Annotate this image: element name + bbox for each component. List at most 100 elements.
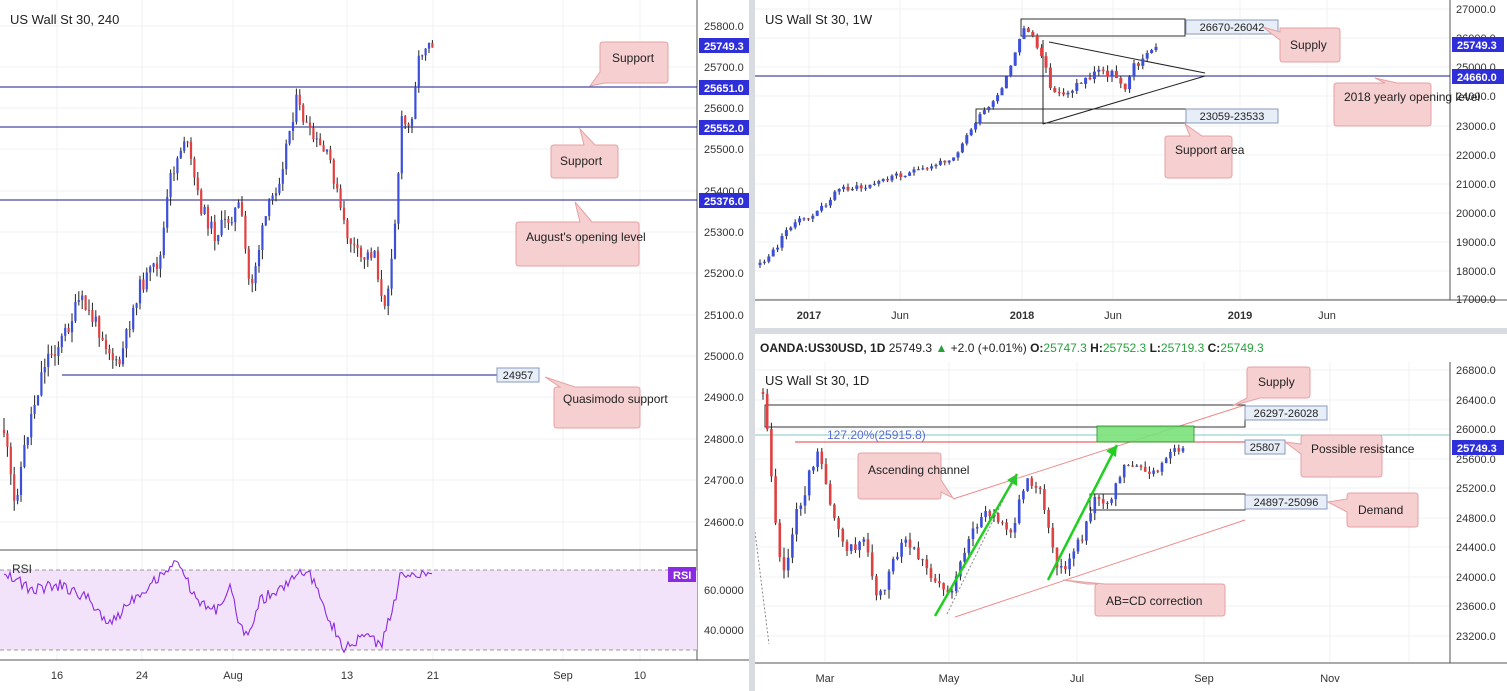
candle-body	[1118, 477, 1122, 484]
callout-text: Ascending channel	[868, 463, 969, 477]
y-tick: 25200.0	[1456, 483, 1496, 495]
callout-quasimodo[interactable]: Quasimodo support	[544, 376, 668, 429]
candle-body	[1088, 77, 1092, 80]
ohlc-c-label: C:	[1207, 341, 1221, 355]
candle-body	[1040, 47, 1044, 57]
candle-body	[877, 180, 881, 184]
candle-body	[380, 279, 383, 297]
y-axis-240: 25800.0 25700.0 25600.0 25500.0 25400.0 …	[704, 21, 744, 529]
price-tag-current: 25749.3	[704, 41, 744, 53]
zone-label: 24897-25096	[1254, 497, 1319, 509]
callout-supply-1d[interactable]: Supply	[1231, 366, 1311, 407]
x-tick: 21	[427, 670, 439, 682]
candle-body	[934, 164, 938, 167]
candle-body	[285, 143, 288, 170]
candle-body	[1106, 502, 1109, 504]
callout-support-1[interactable]: Support	[588, 41, 669, 87]
candle-body	[26, 437, 29, 445]
candle-body	[393, 223, 397, 259]
candles-1w	[758, 25, 1158, 269]
candle-body	[868, 184, 872, 188]
candle-body	[1097, 69, 1101, 72]
callout-support-area-1w[interactable]: Support area	[1164, 122, 1245, 179]
candle-body	[974, 123, 978, 130]
candle-body	[828, 483, 832, 505]
candle-body	[1127, 464, 1130, 466]
callout-ascending-channel[interactable]: Ascending channel	[857, 452, 969, 500]
panel-divider-horizontal[interactable]	[755, 328, 1507, 334]
candle-body	[387, 288, 390, 307]
candle-body	[1080, 539, 1084, 541]
callout-possible-resistance[interactable]: Possible resistance	[1283, 434, 1415, 478]
zone-label: 23059-23533	[1200, 111, 1265, 123]
candle-body	[1110, 499, 1113, 503]
rsi-badge: RSI	[673, 570, 691, 582]
green-target-zone[interactable]	[1096, 425, 1195, 443]
candle-body	[879, 590, 882, 596]
candle-body	[74, 301, 77, 322]
callout-supply-1w[interactable]: Supply	[1262, 26, 1341, 63]
candle-body	[169, 173, 172, 198]
candle-body	[1148, 471, 1151, 474]
candle-body	[1177, 448, 1181, 452]
candle-body	[1123, 83, 1127, 90]
candle-body	[820, 451, 824, 465]
chart-240[interactable]: US Wall St 30, 240 24957 25800.0 25700.0…	[0, 0, 749, 691]
y-tick: 26400.0	[1456, 395, 1496, 407]
candle-body	[1160, 462, 1164, 472]
candle-body	[996, 95, 1000, 102]
y-tick: 20000.0	[1456, 208, 1496, 220]
candle-body	[791, 534, 794, 558]
y-axis-1d: 26800.0 26400.0 26000.0 25600.0 25200.0 …	[1456, 365, 1496, 643]
candle-body	[815, 210, 819, 216]
candle-body	[1169, 451, 1172, 459]
rsi-tick: 60.0000	[704, 585, 744, 597]
candle-body	[359, 247, 363, 258]
candle-body	[247, 248, 250, 279]
candle-body	[23, 444, 26, 467]
x-tick: 10	[634, 670, 646, 682]
candle-body	[971, 528, 975, 540]
candle-body	[118, 359, 121, 365]
candle-body	[782, 556, 786, 571]
candle-body	[142, 279, 145, 290]
candle-body	[53, 354, 57, 356]
candle-body	[1068, 558, 1071, 570]
callout-abcd[interactable]: AB=CD correction	[1062, 579, 1226, 617]
candle-body	[963, 552, 966, 562]
x-tick: Jun	[891, 310, 909, 322]
candle-body	[912, 547, 916, 549]
candle-body	[1038, 487, 1042, 490]
callout-august-open[interactable]: August's opening level	[515, 201, 646, 267]
y-tick: 25000.0	[704, 351, 744, 363]
candle-body	[427, 42, 431, 49]
candle-body	[1089, 513, 1092, 522]
candle-body	[967, 539, 971, 553]
panel-divider-vertical[interactable]	[749, 0, 755, 691]
candle-body	[349, 238, 352, 244]
chart-1d[interactable]: US Wall St 30, 1D 26297-26028 24897-2509…	[755, 362, 1507, 691]
callout-yearly-open[interactable]: 2018 yearly opening level	[1333, 77, 1480, 127]
rsi-tick: 40.0000	[704, 625, 744, 637]
candle-body	[982, 110, 986, 115]
y-tick: 25100.0	[704, 310, 744, 322]
supply-zone-1w[interactable]	[1020, 18, 1186, 37]
y-tick: 23200.0	[1456, 631, 1496, 643]
candle-body	[237, 202, 240, 208]
candle-body	[353, 243, 356, 245]
callout-demand[interactable]: Demand	[1326, 492, 1419, 528]
candle-body	[780, 235, 784, 248]
candle-body	[244, 215, 247, 249]
candle-body	[890, 175, 894, 181]
candle-body	[305, 121, 308, 123]
candle-body	[1000, 88, 1004, 96]
candle-body	[410, 118, 414, 126]
candle-body	[845, 541, 849, 551]
x-tick: 2019	[1228, 310, 1252, 322]
candle-body	[921, 168, 925, 170]
chart-1w[interactable]: US Wall St 30, 1W 26670-26042 23059-2353…	[755, 0, 1507, 328]
y-tick: 24800.0	[704, 434, 744, 446]
callout-support-2[interactable]: Support	[550, 127, 619, 179]
chart-title: US Wall St 30, 240	[10, 12, 119, 27]
candle-body	[1097, 496, 1101, 499]
